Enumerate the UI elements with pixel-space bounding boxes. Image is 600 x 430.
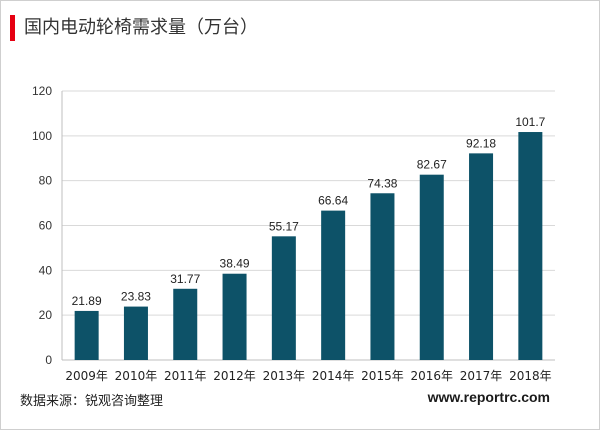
data-label: 55.17 bbox=[269, 219, 299, 233]
data-source: 数据来源：锐观咨询整理 bbox=[20, 394, 164, 409]
title-accent-bar bbox=[10, 15, 15, 41]
website-watermark: www.reportrc.com bbox=[427, 389, 550, 405]
data-label: 23.83 bbox=[121, 290, 151, 304]
bar bbox=[419, 174, 444, 360]
y-tick-label: 20 bbox=[39, 308, 53, 322]
data-label: 31.77 bbox=[170, 272, 200, 286]
data-label: 21.89 bbox=[72, 294, 102, 308]
data-label: 92.18 bbox=[466, 136, 496, 150]
data-label: 66.64 bbox=[318, 194, 348, 208]
bar bbox=[123, 306, 148, 360]
x-tick-label: 2010年 bbox=[115, 369, 158, 383]
bar bbox=[321, 210, 346, 360]
x-tick-label: 2018年 bbox=[509, 369, 552, 383]
bar bbox=[173, 288, 198, 360]
bar bbox=[370, 193, 395, 360]
chart-title: 国内电动轮椅需求量（万台） bbox=[24, 17, 258, 38]
x-tick-label: 2012年 bbox=[213, 369, 256, 383]
bar bbox=[271, 236, 296, 360]
y-tick-label: 80 bbox=[39, 174, 53, 188]
x-tick-label: 2009年 bbox=[65, 369, 108, 383]
y-tick-label: 60 bbox=[39, 219, 53, 233]
x-tick-label: 2016年 bbox=[410, 369, 453, 383]
bar bbox=[518, 132, 543, 360]
y-tick-label: 120 bbox=[32, 84, 52, 98]
x-tick-label: 2017年 bbox=[460, 369, 503, 383]
data-label: 101.7 bbox=[515, 115, 545, 129]
data-label: 74.38 bbox=[367, 176, 397, 190]
x-tick-label: 2013年 bbox=[263, 369, 306, 383]
y-tick-label: 0 bbox=[45, 353, 52, 367]
x-tick-label: 2011年 bbox=[164, 369, 207, 383]
bar bbox=[222, 273, 247, 360]
data-label: 82.67 bbox=[417, 158, 447, 172]
bar bbox=[469, 153, 494, 360]
data-label: 38.49 bbox=[220, 257, 250, 271]
y-tick-label: 100 bbox=[32, 129, 52, 143]
x-tick-label: 2014年 bbox=[312, 369, 355, 383]
y-tick-label: 40 bbox=[39, 263, 53, 277]
x-tick-label: 2015年 bbox=[361, 369, 404, 383]
bar bbox=[74, 310, 99, 360]
